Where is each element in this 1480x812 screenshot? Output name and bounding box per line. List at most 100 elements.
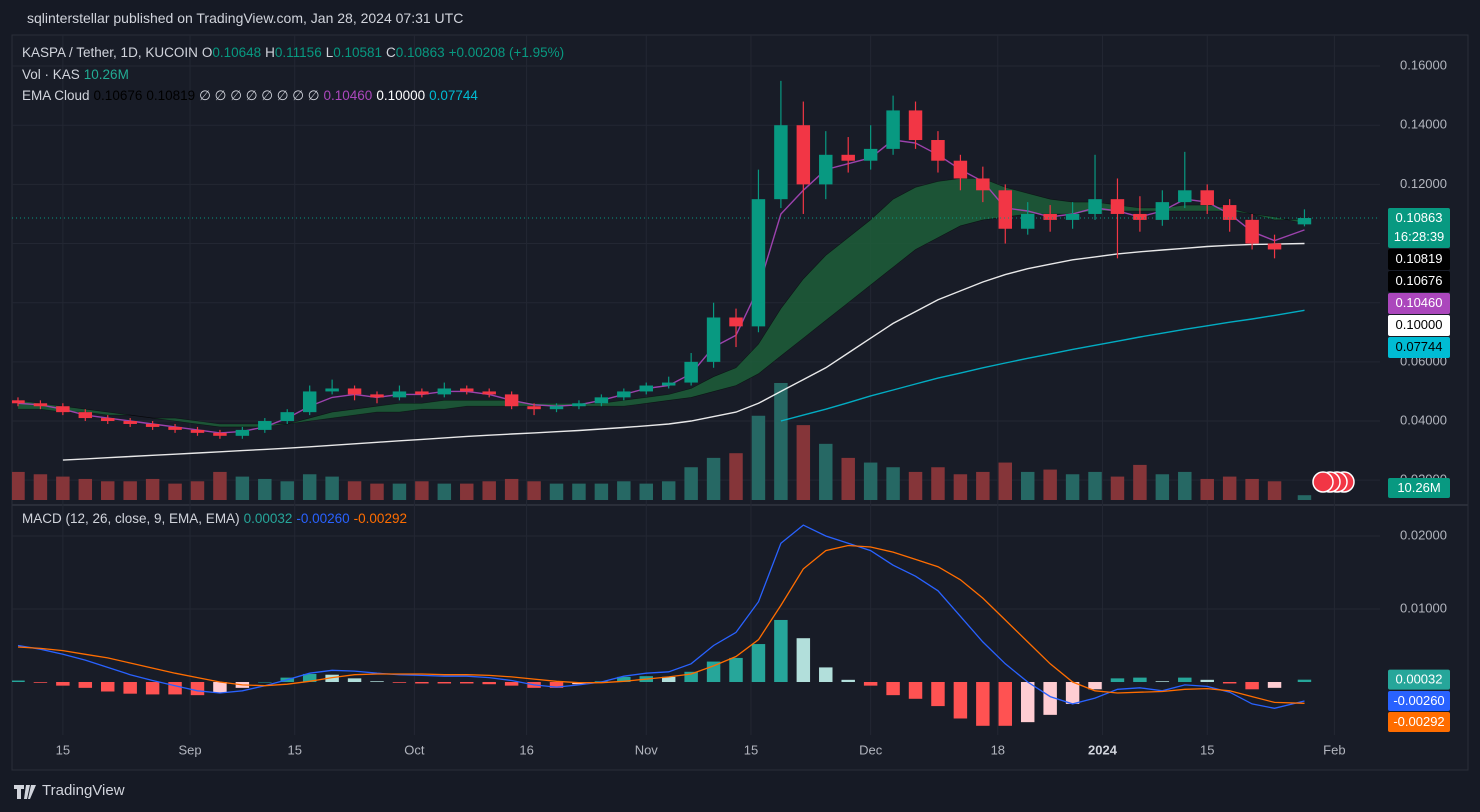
price-badge xyxy=(1388,249,1450,271)
volume-bar xyxy=(482,481,496,500)
macd-pane xyxy=(12,524,1312,726)
volume-bar xyxy=(684,467,698,500)
volume-legend: Vol · KAS 10.26M xyxy=(22,67,133,82)
histogram-bar xyxy=(1245,682,1259,690)
volume-bar xyxy=(1155,474,1170,500)
volume-bar xyxy=(258,478,272,500)
ohlc-key: O xyxy=(201,45,213,60)
volume-bar xyxy=(527,481,541,500)
candle-body xyxy=(729,317,743,327)
volume-bar xyxy=(1222,476,1237,500)
volume-bar xyxy=(370,483,384,500)
price-badge-label: -0.00260 xyxy=(1393,693,1444,708)
candle-body xyxy=(56,406,70,413)
event-flags xyxy=(1312,471,1355,493)
candle-body xyxy=(325,388,339,392)
candle-body xyxy=(213,432,227,436)
volume-bar xyxy=(33,474,48,500)
price-badge-label: 16:28:39 xyxy=(1394,229,1445,244)
histogram-bar xyxy=(661,676,676,683)
x-tick-label: 16 xyxy=(519,742,533,757)
x-tick-label: 2024 xyxy=(1088,742,1118,757)
ema-value: 0.10460 xyxy=(323,88,373,103)
candle-body xyxy=(504,394,519,407)
price-badge xyxy=(1388,669,1450,690)
candle-body xyxy=(302,391,317,413)
histogram-bar xyxy=(1043,682,1057,715)
volume-bar xyxy=(549,483,564,500)
volume-bar xyxy=(1110,476,1125,500)
volume-bar xyxy=(886,467,900,500)
x-tick-label: Nov xyxy=(635,742,659,757)
ema-line xyxy=(62,242,1305,461)
histogram-bar xyxy=(998,682,1013,726)
volume-bar xyxy=(841,457,855,500)
histogram-bar xyxy=(1020,682,1035,723)
volume-bar xyxy=(302,474,317,500)
volume-bar xyxy=(1178,471,1192,500)
candle-body xyxy=(684,361,698,383)
histogram-bar xyxy=(437,682,452,684)
volume-bar xyxy=(1267,481,1282,500)
volume-bar xyxy=(1200,478,1214,500)
y-tick-label: 0.14000 xyxy=(1400,117,1447,132)
x-tick-label: 15 xyxy=(287,742,301,757)
histogram-bar xyxy=(123,682,137,694)
volume-bar xyxy=(415,481,429,500)
histogram-bar xyxy=(325,674,339,683)
volume-bar xyxy=(774,383,788,500)
histogram-bar xyxy=(976,682,990,726)
x-tick-label: 18 xyxy=(991,742,1005,757)
volume-bar xyxy=(1065,474,1080,500)
candle-body xyxy=(1020,213,1035,229)
histogram-bar xyxy=(1065,682,1080,704)
y-tick-label: 0.01000 xyxy=(1400,600,1447,615)
volume-badge-label: 10.26M xyxy=(1397,480,1440,495)
candle-body xyxy=(460,388,474,392)
candle-body xyxy=(482,391,496,395)
candle-body xyxy=(1133,213,1147,220)
ohlc-value: 0.10581 xyxy=(333,45,383,60)
volume-bar xyxy=(504,478,519,500)
histogram-bar xyxy=(886,682,900,696)
histogram-bar xyxy=(1297,679,1312,683)
volume-bar xyxy=(12,471,25,500)
candle-body xyxy=(908,110,923,141)
histogram-bar xyxy=(751,644,766,683)
histogram-bar xyxy=(1200,679,1214,683)
y-tick-label: 0.16000 xyxy=(1400,57,1447,72)
candle-body xyxy=(1065,213,1080,220)
volume-bar xyxy=(190,481,205,500)
macd-line xyxy=(17,544,1305,704)
volume-bar xyxy=(953,474,968,500)
volume-bar xyxy=(572,483,586,500)
histogram-bar xyxy=(796,638,811,683)
candle-body xyxy=(258,421,272,430)
histogram-bar xyxy=(774,619,788,683)
histogram-bar xyxy=(56,682,70,686)
volume-bar xyxy=(998,462,1013,500)
histogram-bar xyxy=(258,682,272,683)
volume-bar xyxy=(617,481,631,500)
histogram-bar xyxy=(1155,681,1170,683)
volume-bar xyxy=(1020,471,1035,500)
histogram-bar xyxy=(190,682,205,696)
histogram-bar xyxy=(1222,682,1237,684)
candle-body xyxy=(145,423,160,427)
x-tick-label: 15 xyxy=(1200,742,1214,757)
price-badge-label: 0.10819 xyxy=(1396,251,1443,266)
candle-body xyxy=(706,317,721,362)
histogram-bar xyxy=(415,682,429,684)
x-tick-label: 15 xyxy=(56,742,70,757)
x-tick-label: 15 xyxy=(744,742,758,757)
volume-bar xyxy=(392,483,407,500)
histogram-bar xyxy=(302,673,317,683)
candle-body xyxy=(168,426,182,430)
histogram-bar xyxy=(617,676,631,683)
candle-body xyxy=(841,154,855,161)
ema-line xyxy=(17,178,1305,428)
ema-hidden: ∅ ∅ ∅ ∅ ∅ ∅ ∅ ∅ xyxy=(199,88,320,103)
ema-value: 0.10819 xyxy=(146,88,196,103)
volume-value: 10.26M xyxy=(83,67,129,82)
price-badge-label: 0.00032 xyxy=(1396,672,1443,687)
